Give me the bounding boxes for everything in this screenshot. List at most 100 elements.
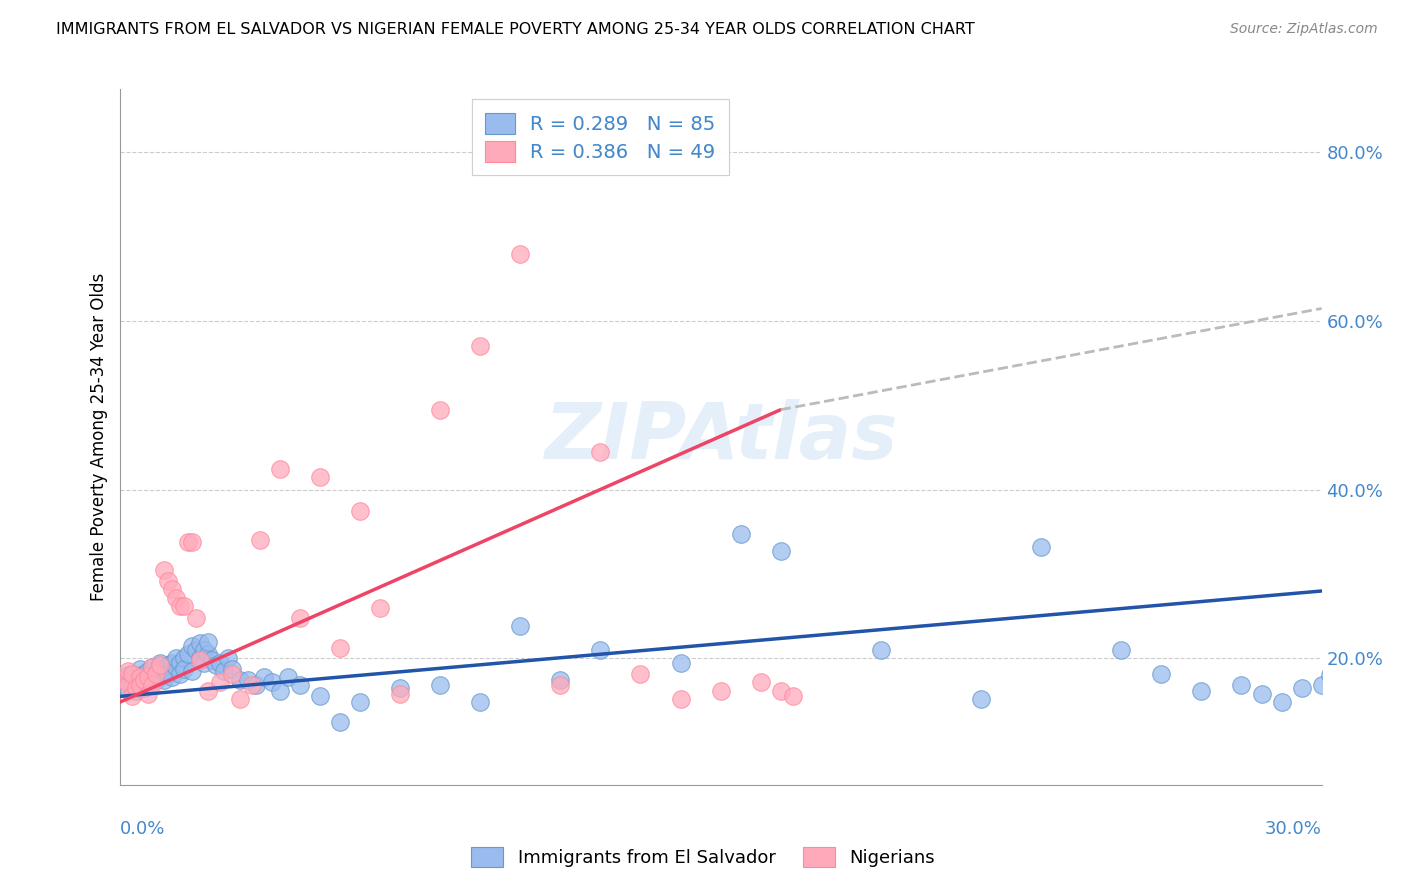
Point	[117, 677, 139, 691]
Legend: R = 0.289   N = 85, R = 0.386   N = 49: R = 0.289 N = 85, R = 0.386 N = 49	[472, 99, 728, 176]
Text: 0.0%: 0.0%	[120, 820, 165, 838]
Point	[141, 678, 163, 692]
Point	[176, 647, 198, 661]
Point	[288, 611, 311, 625]
Point	[156, 658, 179, 673]
Point	[124, 681, 146, 695]
Point	[173, 599, 195, 614]
Point	[112, 673, 135, 687]
Point	[132, 673, 155, 687]
Point	[782, 690, 804, 704]
Point	[1271, 695, 1294, 709]
Point	[145, 665, 167, 680]
Point	[152, 563, 174, 577]
Point	[253, 670, 276, 684]
Point	[1111, 643, 1133, 657]
Point	[136, 670, 159, 684]
Point	[197, 683, 219, 698]
Point	[141, 660, 163, 674]
Point	[228, 673, 252, 687]
Point	[180, 535, 202, 549]
Point	[156, 666, 179, 681]
Point	[156, 574, 179, 588]
Point	[121, 690, 143, 704]
Point	[132, 681, 155, 695]
Point	[152, 664, 174, 678]
Point	[145, 673, 167, 687]
Point	[509, 246, 531, 260]
Point	[188, 653, 211, 667]
Point	[288, 678, 311, 692]
Point	[1191, 683, 1213, 698]
Point	[180, 639, 202, 653]
Point	[730, 526, 752, 541]
Point	[329, 641, 352, 656]
Point	[245, 678, 267, 692]
Point	[165, 660, 187, 674]
Point	[236, 673, 259, 687]
Point	[160, 670, 183, 684]
Point	[117, 681, 139, 695]
Point	[429, 402, 451, 417]
Point	[669, 692, 692, 706]
Point	[121, 675, 143, 690]
Point	[160, 582, 183, 597]
Point	[149, 656, 172, 670]
Point	[349, 695, 371, 709]
Point	[550, 678, 572, 692]
Point	[204, 658, 226, 673]
Point	[749, 675, 772, 690]
Point	[141, 660, 163, 674]
Text: 30.0%: 30.0%	[1265, 820, 1322, 838]
Point	[277, 670, 299, 684]
Point	[128, 662, 150, 676]
Point	[201, 653, 224, 667]
Point	[136, 678, 159, 692]
Point	[121, 678, 143, 692]
Point	[124, 670, 146, 684]
Point	[221, 666, 243, 681]
Point	[589, 445, 612, 459]
Point	[128, 668, 150, 682]
Point	[180, 664, 202, 678]
Point	[149, 658, 172, 673]
Point	[1150, 666, 1173, 681]
Point	[1319, 668, 1341, 682]
Point	[468, 339, 492, 353]
Point	[165, 591, 187, 605]
Point	[269, 461, 291, 475]
Point	[169, 599, 191, 614]
Point	[121, 666, 143, 681]
Point	[165, 651, 187, 665]
Point	[769, 683, 792, 698]
Point	[550, 673, 572, 687]
Point	[429, 678, 451, 692]
Legend: Immigrants from El Salvador, Nigerians: Immigrants from El Salvador, Nigerians	[464, 839, 942, 874]
Point	[132, 673, 155, 687]
Point	[160, 656, 183, 670]
Point	[128, 670, 150, 684]
Point	[349, 504, 371, 518]
Point	[136, 670, 159, 684]
Point	[145, 666, 167, 681]
Point	[128, 677, 150, 691]
Point	[669, 656, 692, 670]
Text: IMMIGRANTS FROM EL SALVADOR VS NIGERIAN FEMALE POVERTY AMONG 25-34 YEAR OLDS COR: IMMIGRANTS FROM EL SALVADOR VS NIGERIAN …	[56, 22, 974, 37]
Point	[221, 662, 243, 676]
Text: Source: ZipAtlas.com: Source: ZipAtlas.com	[1230, 22, 1378, 37]
Point	[117, 664, 139, 678]
Point	[709, 683, 731, 698]
Point	[188, 651, 211, 665]
Point	[152, 673, 174, 687]
Point	[173, 662, 195, 676]
Point	[184, 643, 207, 657]
Point	[193, 656, 215, 670]
Point	[269, 683, 291, 698]
Point	[970, 692, 993, 706]
Point	[309, 690, 332, 704]
Point	[1291, 681, 1313, 695]
Text: ZIPAtlas: ZIPAtlas	[544, 399, 897, 475]
Point	[169, 656, 191, 670]
Point	[769, 543, 792, 558]
Point	[149, 662, 172, 676]
